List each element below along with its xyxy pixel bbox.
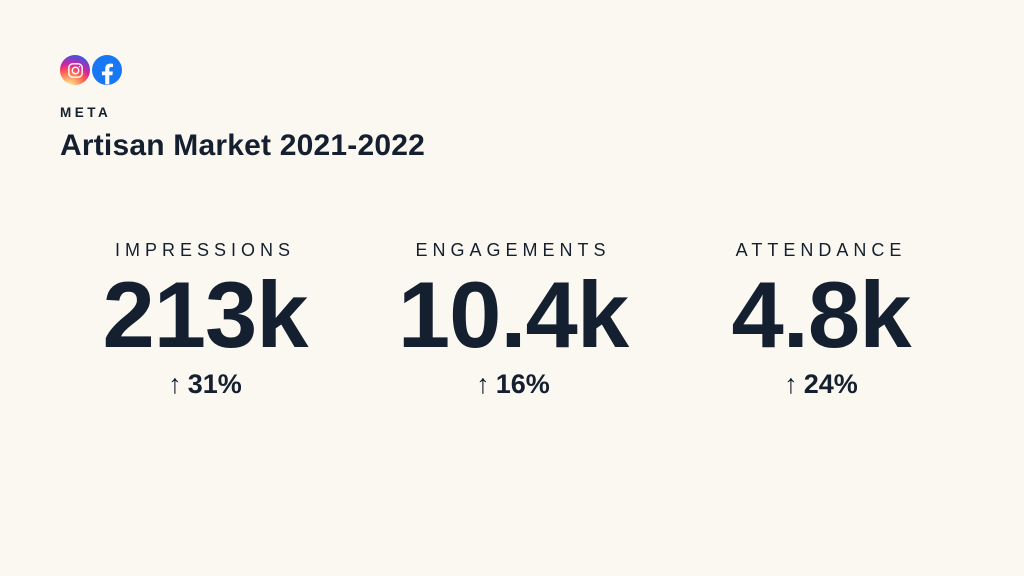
instagram-icon [60, 55, 90, 85]
up-arrow-icon: ↑ [168, 368, 182, 399]
metric-delta: ↑ 16% [373, 369, 653, 400]
metric-value: 4.8k [731, 262, 912, 367]
metric-label: ATTENDANCE [735, 240, 907, 260]
metrics-row: IMPRESSIONS 213k ↑ 31% ENGAGEMENTS 10.4k … [65, 240, 961, 400]
up-arrow-icon: ↑ [784, 368, 798, 399]
metric-label: IMPRESSIONS [114, 240, 296, 260]
metric-delta: ↑ 24% [681, 369, 961, 400]
metric-value: 10.4k [397, 262, 629, 367]
up-arrow-icon: ↑ [476, 368, 490, 399]
slide-header: META Artisan Market 2021-2022 [60, 55, 425, 163]
metric-delta-value: 16% [495, 368, 550, 399]
page-title: Artisan Market 2021-2022 [60, 129, 426, 162]
platform-icons [60, 55, 425, 85]
metric-impressions: IMPRESSIONS 213k ↑ 31% [65, 240, 345, 400]
metric-delta-value: 24% [803, 368, 858, 399]
metric-label: ENGAGEMENTS [415, 240, 611, 260]
platform-label: META [60, 105, 112, 120]
metric-delta: ↑ 31% [65, 369, 345, 400]
facebook-icon [92, 55, 122, 85]
metric-delta-value: 31% [187, 368, 242, 399]
metric-value: 213k [102, 262, 308, 367]
metric-engagements: ENGAGEMENTS 10.4k ↑ 16% [373, 240, 653, 400]
metric-attendance: ATTENDANCE 4.8k ↑ 24% [681, 240, 961, 400]
